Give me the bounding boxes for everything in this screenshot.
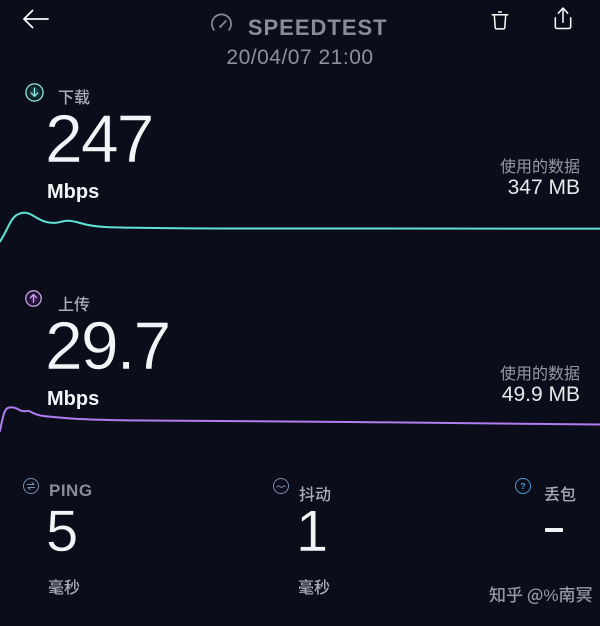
svg-text:?: ? (520, 481, 525, 491)
